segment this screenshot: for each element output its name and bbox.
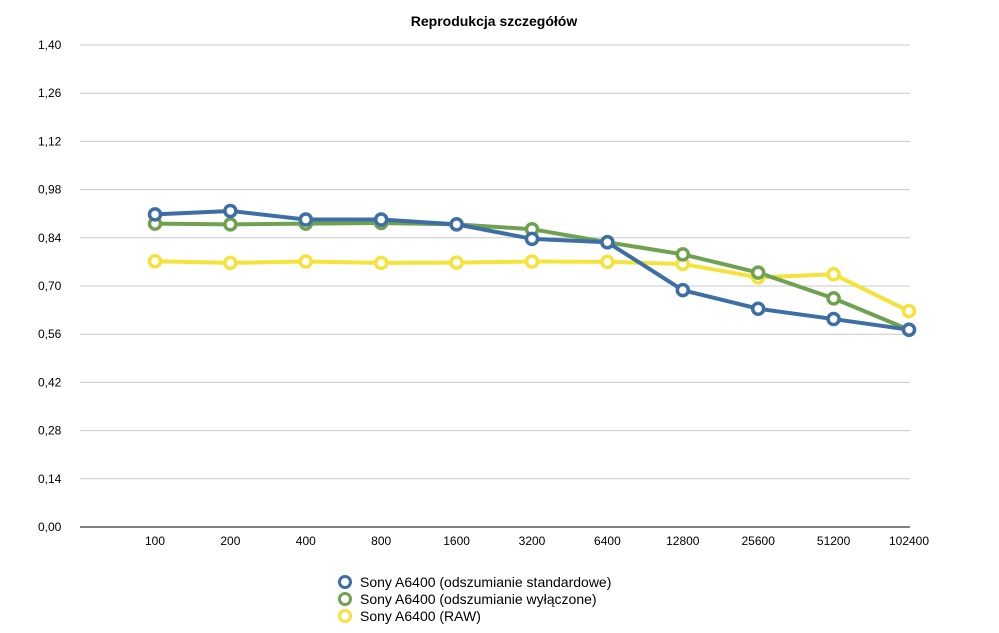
- x-tick-label: 800: [371, 534, 391, 548]
- data-point: [524, 231, 540, 247]
- legend-label: Sony A6400 (odszumianie wyłączone): [360, 590, 597, 607]
- data-point: [675, 247, 691, 262]
- y-tick-label: 0,98: [38, 183, 62, 197]
- y-tick-label: 0,56: [38, 327, 62, 341]
- data-point: [826, 267, 841, 282]
- x-tick-label: 6400: [594, 534, 621, 548]
- gridlines: [80, 44, 910, 528]
- data-point: [750, 265, 766, 280]
- data-point: [901, 303, 917, 319]
- y-tick-label: 0,14: [38, 472, 62, 486]
- y-tick-label: 0,70: [38, 279, 62, 293]
- data-point: [298, 254, 314, 269]
- data-point: [524, 254, 540, 269]
- data-point: [373, 255, 389, 271]
- chart-legend: Sony A6400 (odszumianie standardowe) Sony…: [338, 573, 611, 624]
- x-tick-label: 1600: [443, 534, 470, 548]
- data-point: [826, 311, 841, 327]
- y-tick-label: 1,40: [38, 38, 62, 52]
- series-points: [147, 203, 917, 337]
- data-point: [826, 291, 841, 306]
- x-tick-label: 25600: [742, 534, 776, 548]
- data-point: [147, 207, 163, 222]
- y-tick-label: 0,28: [38, 424, 62, 438]
- legend-item: Sony A6400 (RAW): [338, 607, 611, 624]
- data-point: [600, 235, 615, 250]
- data-point: [298, 212, 314, 227]
- data-point: [373, 212, 389, 227]
- legend-item: Sony A6400 (odszumianie wyłączone): [338, 590, 611, 607]
- y-tick-label: 0,84: [38, 231, 62, 245]
- x-tick-label: 100: [145, 534, 165, 548]
- x-tick-label: 12800: [666, 534, 700, 548]
- legend-label: Sony A6400 (RAW): [360, 607, 481, 624]
- legend-label: Sony A6400 (odszumianie standardowe): [360, 573, 612, 590]
- x-tick-label: 3200: [519, 534, 546, 548]
- data-point: [675, 282, 691, 298]
- x-tick-label: 51200: [817, 534, 851, 548]
- y-tick-label: 1,26: [38, 86, 62, 100]
- x-tick-label: 200: [220, 534, 240, 548]
- data-point: [750, 301, 766, 316]
- y-tick-label: 0,42: [38, 375, 62, 389]
- data-point: [223, 255, 238, 271]
- data-point: [147, 253, 163, 269]
- chart-title: Reprodukcja szczegółów: [411, 13, 578, 29]
- x-tick-label: 102400: [889, 534, 929, 548]
- legend-marker-icon: [338, 591, 352, 606]
- x-tick-label: 400: [296, 534, 316, 548]
- data-point: [223, 203, 238, 219]
- data-point: [449, 255, 464, 270]
- data-point: [901, 322, 917, 337]
- y-axis-ticks: 0,00 0,14 0,28 0,42 0,56 0,70 0,84 0,98 1,12 1,26…: [38, 38, 62, 534]
- y-tick-label: 1,12: [38, 134, 62, 148]
- legend-marker-icon: [338, 574, 352, 589]
- x-axis-ticks: 100 200 400 800 1600 3200 6400 12800 25600 51200 1…: [145, 534, 929, 548]
- data-point: [223, 217, 238, 232]
- legend-marker-icon: [338, 608, 352, 623]
- legend-item: Sony A6400 (odszumianie standardowe): [338, 573, 611, 590]
- y-tick-label: 0,00: [38, 520, 62, 534]
- data-point: [449, 217, 464, 232]
- data-point: [600, 254, 615, 270]
